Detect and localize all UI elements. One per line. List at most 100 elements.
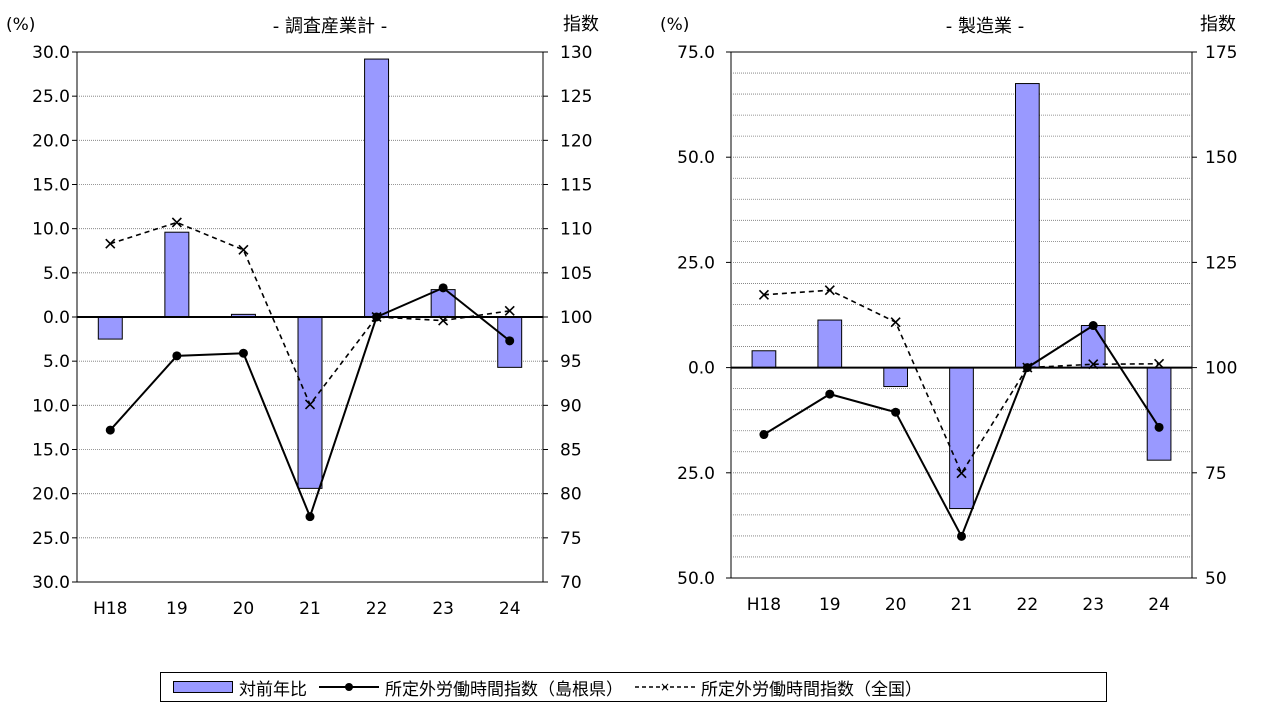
bar-22	[364, 58, 390, 318]
right-tick-label: 150	[1205, 148, 1237, 168]
x-tick-label: 23	[432, 599, 454, 619]
left-tick-label: 30.0	[32, 573, 70, 593]
left-tick-label: 5.0	[43, 352, 70, 372]
left-tick-label: 20.0	[32, 131, 70, 151]
x-tick-label: 22	[1017, 595, 1039, 615]
point-national-20	[890, 317, 901, 328]
right-tick-label: 100	[1205, 359, 1237, 379]
right-tick-label: 75	[560, 529, 582, 549]
left-tick-label: 25.0	[32, 529, 70, 549]
left-tick-label: 25.0	[677, 253, 715, 273]
right-tick-label: 80	[560, 485, 582, 505]
legend-solid-line-label: 所定外労働時間指数（島根県）	[385, 679, 623, 700]
point-national-22	[1022, 362, 1033, 373]
point-national-24	[504, 305, 515, 316]
right-tick-label: 110	[560, 220, 592, 240]
left-tick-label: 50.0	[677, 148, 715, 168]
right-tick-label: 125	[1205, 253, 1237, 273]
right-axis-unit: 指数	[1200, 14, 1236, 35]
legend-bar-swatch	[173, 681, 233, 693]
x-tick-label: H18	[93, 599, 127, 619]
bar-19	[817, 319, 843, 369]
x-tick-label: 21	[299, 599, 321, 619]
right-tick-label: 95	[560, 352, 582, 372]
right-axis-unit: 指数	[563, 14, 599, 35]
x-tick-label: 20	[233, 599, 255, 619]
bar-21	[949, 367, 974, 510]
right-tick-label: 75	[1205, 464, 1227, 484]
right-tick-label: 50	[1205, 569, 1227, 589]
point-national-H18	[105, 238, 116, 249]
right-tick-label: 70	[560, 573, 582, 593]
x-tick-label: 21	[951, 595, 973, 615]
right-tick-label: 85	[560, 441, 582, 461]
right-tick-label: 120	[560, 131, 592, 151]
point-national-21	[304, 399, 316, 410]
chart-title: - 製造業 -	[946, 16, 1024, 37]
left-tick-label: 15.0	[32, 441, 70, 461]
point-shimane-20	[238, 348, 248, 358]
right-tick-label: 90	[560, 396, 582, 416]
point-shimane-19	[172, 351, 182, 361]
left-tick-label: 0.0	[43, 308, 70, 328]
bar-H18	[97, 316, 123, 340]
chart-1: 30.0 25.0 20.0 15.0 10.0 5.0 0.0 5.0 10.0 15.0 20.…	[6, 14, 599, 619]
left-tick-label: 5.0	[43, 264, 70, 284]
point-national-19	[824, 285, 835, 296]
point-national-H18	[758, 289, 769, 300]
left-tick-label: 50.0	[677, 569, 715, 589]
point-shimane-19	[825, 389, 835, 399]
legend-dashed-line-label: 所定外労働時間指数（全国）	[701, 679, 922, 700]
legend-bar-label: 対前年比	[239, 679, 307, 700]
bar-19	[164, 231, 190, 318]
point-national-20	[238, 244, 249, 255]
left-axis-unit: (%)	[6, 15, 35, 35]
point-shimane-24	[505, 336, 515, 346]
chart-legend: 対前年比 所定外労働時間指数（島根県） × 所定外労働時間指数（全国）	[160, 672, 1107, 702]
left-tick-label: 75.0	[677, 43, 715, 63]
point-national-23	[438, 315, 449, 326]
legend-solid-line-swatch	[319, 683, 379, 691]
right-tick-label: 100	[560, 308, 592, 328]
left-axis-unit: (%)	[660, 15, 689, 35]
point-shimane-24	[1154, 422, 1164, 432]
x-tick-label: 22	[366, 599, 388, 619]
legend-dashed-line-swatch: ×	[635, 680, 695, 694]
left-tick-label: 25.0	[677, 464, 715, 484]
x-tick-label: 23	[1082, 595, 1104, 615]
legend-item-bar: 対前年比	[173, 675, 307, 700]
point-shimane-H18	[105, 425, 115, 435]
left-tick-label: 10.0	[32, 220, 70, 240]
legend-item-dashed-line: × 所定外労働時間指数（全国）	[635, 675, 922, 700]
point-shimane-23	[1088, 321, 1098, 331]
right-tick-label: 175	[1205, 43, 1237, 63]
point-national-22	[371, 311, 382, 323]
charts-canvas: 30.0 25.0 20.0 15.0 10.0 5.0 0.0 5.0 10.0 15.0 20.…	[6, 14, 1237, 619]
left-tick-label: 10.0	[32, 396, 70, 416]
x-tick-label: 19	[166, 599, 188, 619]
point-national-19	[171, 217, 182, 228]
point-national-23	[1088, 359, 1099, 370]
bar-20	[883, 367, 908, 388]
chart-title: - 調査産業計 -	[273, 16, 387, 37]
legend-item-solid-line: 所定外労働時間指数（島根県）	[319, 675, 623, 700]
right-tick-label: 105	[560, 264, 592, 284]
point-shimane-23	[438, 283, 448, 293]
bar-H18	[751, 350, 777, 369]
left-tick-label: 25.0	[32, 87, 70, 107]
point-national-24	[1154, 358, 1165, 369]
right-tick-label: 130	[560, 43, 592, 63]
svg-text:×: ×	[660, 680, 670, 694]
right-tick-label: 115	[560, 176, 592, 196]
x-tick-label: 19	[819, 595, 841, 615]
left-tick-label: 0.0	[688, 359, 715, 379]
point-shimane-21	[305, 512, 315, 522]
point-national-21	[956, 468, 967, 479]
chart-2: 75.0 50.0 25.0 0.0 25.0 50.0 175 150 125 100 75 50 H…	[660, 14, 1237, 615]
left-tick-label: 15.0	[32, 176, 70, 196]
x-tick-label: 24	[499, 599, 521, 619]
point-shimane-21	[957, 531, 966, 541]
left-tick-label: 30.0	[32, 43, 70, 63]
x-tick-label: H18	[747, 595, 781, 615]
right-tick-label: 125	[560, 87, 592, 107]
